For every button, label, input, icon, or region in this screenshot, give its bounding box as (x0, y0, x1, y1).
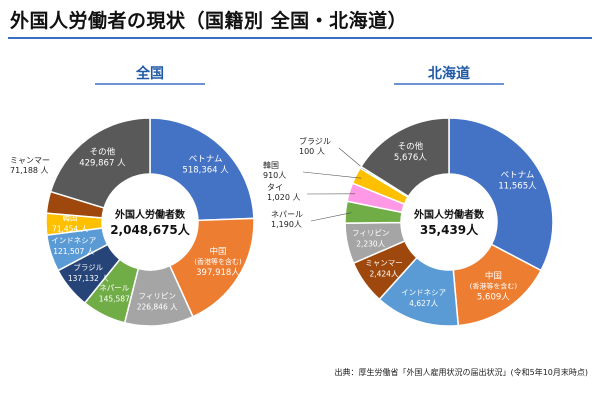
chart-hokkaido: 北海道ベトナム 11,565人中国 (香港等を含む) 5,609人 インドネシア 4,62… (263, 60, 592, 370)
slice-value: 397,918人 (196, 268, 240, 278)
slice-value: 1,190人 (271, 220, 302, 229)
slice-value: 4,627人 (409, 299, 438, 308)
slice-label: ベトナム (501, 171, 535, 181)
slice-sublabel: (香港等を含む) (194, 257, 242, 266)
slice-value: 2,230人 (356, 240, 385, 249)
center-label: 外国人労働者数 (413, 208, 485, 221)
donut-slice (359, 117, 450, 198)
donut-slice (168, 217, 255, 318)
slice-label: 韓国 (263, 160, 279, 170)
slice-label: インドネシア (51, 236, 96, 245)
donut-slice (448, 117, 554, 272)
slice-value: 2,424人 (369, 270, 398, 279)
slice-label: 韓国 (63, 213, 78, 223)
slice-value: 121,507 人 (53, 247, 94, 256)
slice-label: 中国 (485, 271, 502, 282)
chart-title: 全国 (135, 65, 164, 82)
center-value: 2,048,675人 (110, 222, 191, 237)
slice-label: ネパール (271, 210, 303, 219)
leader-line (302, 171, 362, 179)
slice-label: その他 (90, 147, 116, 158)
slice-value: 5,609人 (477, 293, 510, 303)
slice-label: ブラジル (299, 136, 331, 146)
slice-value: 145,587 (99, 295, 130, 304)
slice-label: インドネシア (401, 288, 446, 297)
slice-value: 226,846 人 (137, 303, 178, 312)
slice-label: タイ (267, 183, 283, 192)
slice-label: ベトナム (189, 154, 223, 164)
slice-value: 518,364 人 (182, 165, 229, 175)
donut-slice (49, 117, 151, 209)
slice-value: 1,020 人 (267, 193, 300, 202)
slice-label: その他 (398, 141, 424, 152)
slice-value: 71,454 人 (52, 225, 89, 234)
slice-value: 910人 (263, 171, 286, 180)
slice-label: ミャンマー (365, 259, 403, 268)
slice-value: 71,188 人 (10, 166, 49, 175)
center-label: 外国人労働者数 (114, 208, 186, 221)
slice-value: 429,867 人 (79, 159, 126, 169)
slice-label: フィリピン (352, 229, 389, 238)
center-value: 35,439人 (420, 222, 479, 237)
slice-value: 100 人 (299, 147, 325, 156)
chart-title: 北海道 (428, 65, 470, 82)
page-title: 外国人労働者の現状（国籍別 全国・北海道） (10, 10, 408, 32)
leader-line (310, 212, 352, 222)
slice-label: ブラジル (73, 262, 103, 272)
slice-value: 137,132 人 (68, 274, 109, 283)
slice-value: 11,565人 (498, 182, 537, 192)
slice-label: 中国 (209, 246, 226, 257)
donut-slice (149, 117, 255, 222)
slice-label: フィリピン (138, 292, 175, 301)
title-underline (8, 37, 592, 39)
slice-value: 5,676人 (394, 153, 427, 163)
chart-national: 全国ベトナム 518,364 人中国 (香港等を含む) 397,918人フィリピン 22… (8, 60, 293, 370)
slice-sublabel: (香港等を含む) (470, 282, 518, 291)
source-note: 出典：厚生労働省「外国人雇用状況の届出状況」(令和5年10月末時点) (334, 368, 588, 377)
slice-label: ミャンマー (10, 156, 50, 165)
slice-label: ネパール (99, 284, 129, 293)
